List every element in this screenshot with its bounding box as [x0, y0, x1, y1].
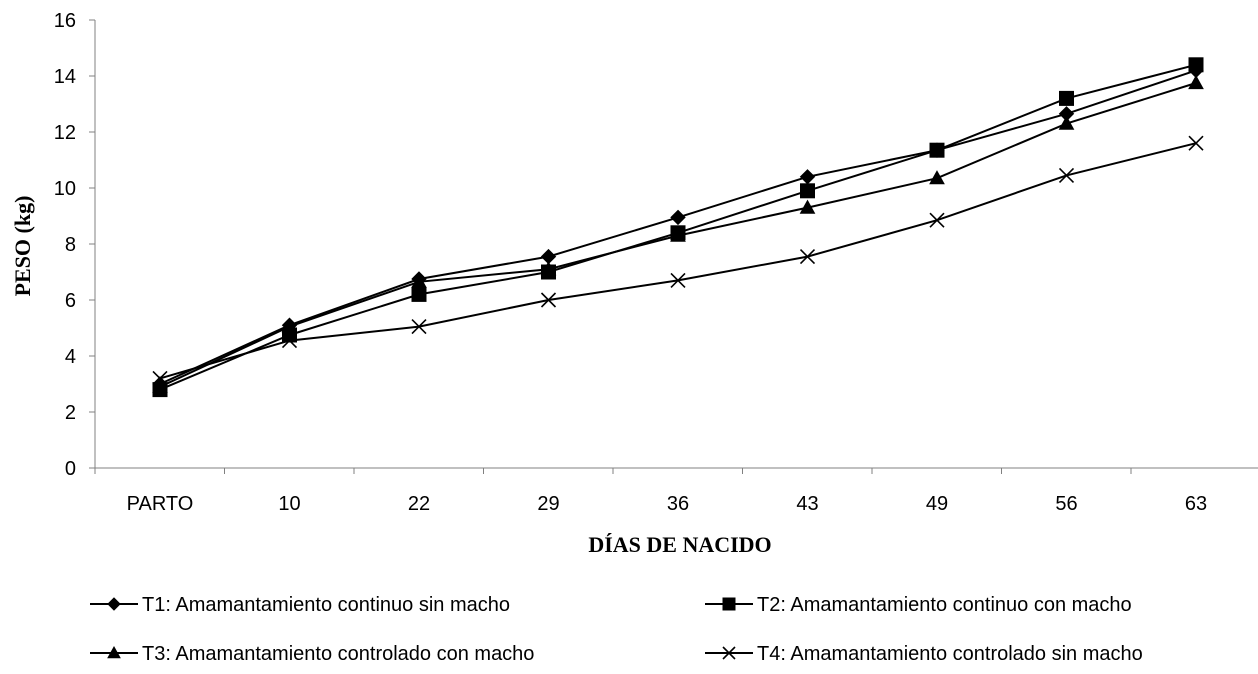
x-marker: [1188, 135, 1204, 151]
legend-label: T2: Amamantamiento continuo con macho: [757, 594, 1132, 616]
triangle-marker: [281, 318, 298, 333]
y-tick-label: 10: [54, 178, 76, 200]
x-marker: [670, 272, 686, 288]
x-tick-labels: PARTO 10 22 29 36 43 49 56 63: [127, 493, 1207, 515]
y-tick-label: 2: [65, 402, 76, 424]
x-tick-label: 36: [667, 493, 689, 515]
legend-label: T4: Amamantamiento controlado sin macho: [757, 643, 1143, 665]
x-tick-label: 29: [537, 493, 559, 515]
y-tick-label: 14: [54, 66, 76, 88]
triangle-marker: [540, 261, 557, 276]
series-group: [152, 57, 1204, 398]
legend: T1: Amamantamiento continuo sin macho T2:…: [90, 594, 1143, 665]
legend-item: T3: Amamantamiento controlado con macho: [90, 643, 534, 665]
y-tick-label: 8: [65, 234, 76, 256]
legend-item: T4: Amamantamiento controlado sin macho: [705, 643, 1143, 665]
x-tick-label: 56: [1055, 493, 1077, 515]
y-tick-label: 4: [65, 346, 76, 368]
triangle-marker: [107, 645, 121, 659]
square-marker: [1059, 90, 1074, 106]
x-marker: [722, 646, 736, 660]
x-tick-label: 10: [278, 493, 300, 515]
square-marker: [800, 183, 815, 199]
y-tick-labels: 0 2 4 6 8 10 12 14 16: [54, 10, 76, 480]
x-tick-label: 43: [796, 493, 818, 515]
x-marker: [540, 292, 557, 308]
triangle-marker: [1188, 74, 1204, 90]
y-tick-label: 0: [65, 458, 76, 480]
square-marker: [929, 142, 945, 158]
y-tick-label: 12: [54, 122, 76, 144]
triangle-marker: [152, 378, 168, 393]
x-tick-label: 63: [1185, 493, 1207, 515]
diamond-marker: [670, 209, 686, 226]
x-marker: [281, 333, 298, 349]
x-tick-label: 22: [408, 493, 430, 515]
series-3: [152, 74, 1204, 393]
x-tick-label: 49: [926, 493, 948, 515]
x-marker: [929, 212, 945, 228]
legend-label: T3: Amamantamiento controlado con macho: [142, 643, 534, 665]
diamond-marker: [107, 597, 121, 611]
y-tick-label: 6: [65, 290, 76, 312]
x-marker: [799, 249, 816, 265]
y-axis-title: PESO (kg): [10, 196, 35, 297]
x-marker: [411, 319, 427, 335]
square-marker: [411, 286, 427, 302]
triangle-marker: [929, 170, 945, 185]
square-marker: [722, 597, 736, 611]
triangle-marker: [799, 199, 816, 214]
x-axis-title: DÍAS DE NACIDO: [588, 532, 771, 557]
series-4: [152, 135, 1204, 386]
series-line: [159, 142, 1197, 380]
triangle-marker: [411, 273, 427, 288]
triangle-marker: [670, 227, 686, 242]
x-marker: [152, 370, 168, 386]
y-tick-label: 16: [54, 10, 76, 32]
x-marker: [1058, 167, 1075, 183]
x-tick-label: PARTO: [127, 493, 194, 515]
legend-label: T1: Amamantamiento continuo sin macho: [142, 594, 510, 616]
series-2: [152, 57, 1204, 398]
triangle-marker: [1058, 115, 1075, 130]
square-marker: [1188, 57, 1204, 73]
axes: [89, 19, 1258, 474]
legend-item: T2: Amamantamiento continuo con macho: [705, 594, 1132, 616]
diamond-marker: [799, 169, 816, 185]
legend-item: T1: Amamantamiento continuo sin macho: [90, 594, 510, 616]
